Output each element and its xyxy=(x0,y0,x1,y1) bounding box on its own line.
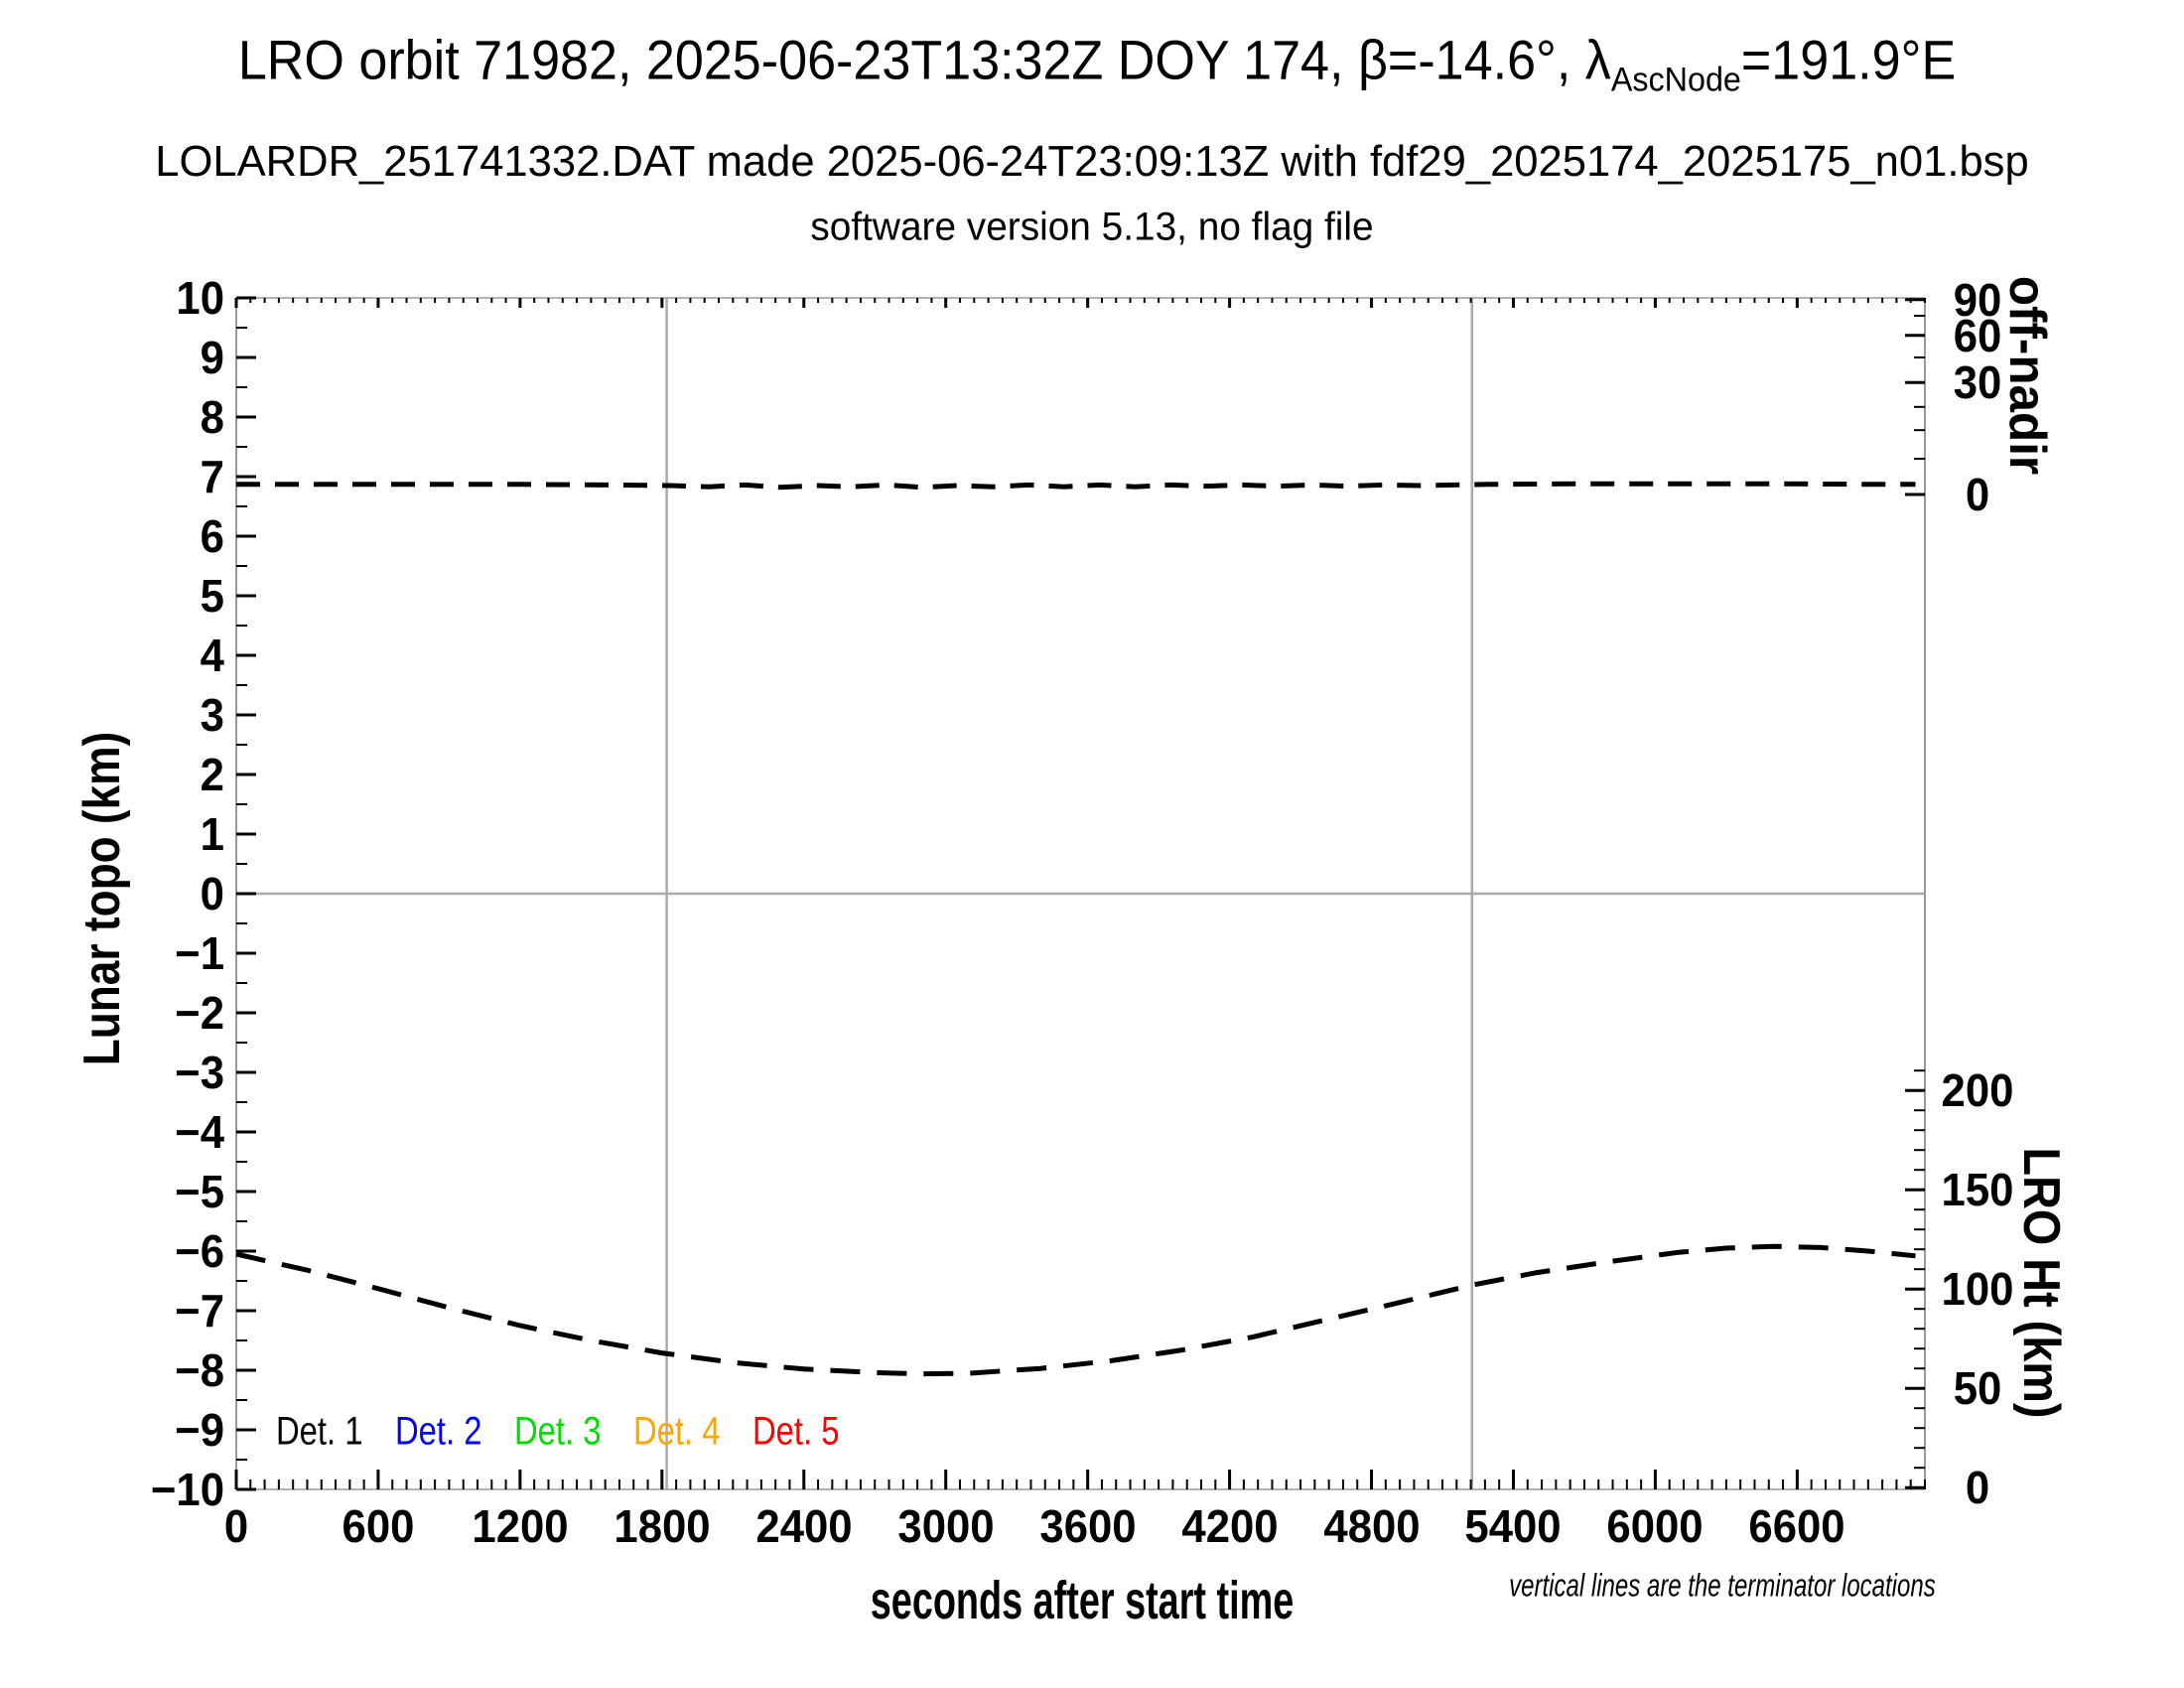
chart-title-subscript: AscNode xyxy=(1610,61,1741,99)
chart-subtitle-version: software version 5.13, no flag file xyxy=(810,205,1374,249)
y-tick-label: 10 xyxy=(176,272,224,324)
y-tick-label: 1 xyxy=(200,808,224,860)
ht-tick-label: 100 xyxy=(1941,1262,2014,1315)
x-tick-label: 3600 xyxy=(1039,1500,1137,1552)
y-tick-label: 2 xyxy=(200,749,224,800)
offnadir-tick-label: 60 xyxy=(1953,309,2002,361)
lro-height-curve xyxy=(235,1243,1916,1377)
x-tick-label: 1800 xyxy=(614,1500,711,1552)
y-tick-label: −4 xyxy=(175,1106,224,1158)
y-tick-label: 0 xyxy=(200,868,224,919)
legend-item: Det. 2 xyxy=(395,1409,482,1454)
x-axis-title: seconds after start time xyxy=(870,1571,1295,1630)
y-tick-label: 6 xyxy=(200,510,224,562)
y-tick-label: 8 xyxy=(200,391,224,443)
x-tick-label: 5400 xyxy=(1464,1500,1563,1552)
x-tick-label: 4200 xyxy=(1180,1500,1279,1552)
y-tick-label: −5 xyxy=(175,1166,224,1217)
chart-title: LRO orbit 71982, 2025-06-23T13:32Z DOY 1… xyxy=(238,27,1956,99)
y-tick-label: −9 xyxy=(175,1404,224,1456)
x-tick-label: 1200 xyxy=(472,1500,569,1552)
terminator-footnote: vertical lines are the terminator locati… xyxy=(1509,1567,1936,1604)
ht-tick-label: 200 xyxy=(1941,1064,2014,1116)
y-tick-label: −2 xyxy=(175,987,224,1039)
x-tick-label: 600 xyxy=(341,1500,415,1552)
chart-title-pre: LRO orbit 71982, 2025-06-23T13:32Z DOY 1… xyxy=(237,28,1611,91)
y-tick-label: 9 xyxy=(200,332,224,383)
chart-subtitle-file: LOLARDR_251741332.DAT made 2025-06-24T23… xyxy=(155,137,2029,186)
offnadir-tick-label: 0 xyxy=(1965,469,1990,520)
legend-item: Det. 5 xyxy=(752,1409,840,1454)
x-tick-label: 4800 xyxy=(1322,1500,1421,1552)
y-axis-title-offnadir: off-nadir xyxy=(1998,275,2056,476)
x-tick-label: 6000 xyxy=(1606,1500,1705,1552)
y-tick-label: 3 xyxy=(200,689,224,741)
ht-tick-label: 150 xyxy=(1941,1164,2014,1216)
y-tick-label: 5 xyxy=(200,570,224,622)
offnadir-tick-label: 90 xyxy=(1953,273,2002,326)
legend-item: Det. 3 xyxy=(514,1409,602,1454)
off-nadir-curve xyxy=(236,481,1916,491)
y-tick-label: −3 xyxy=(175,1047,224,1098)
x-tick-label: 2400 xyxy=(755,1500,853,1552)
chart-title-post: =191.9°E xyxy=(1740,28,1957,91)
offnadir-tick-label: 30 xyxy=(1953,356,2002,409)
ht-tick-label: 0 xyxy=(1965,1462,1990,1514)
x-tick-label: 3000 xyxy=(897,1500,995,1552)
y-tick-label: −6 xyxy=(175,1225,224,1277)
y-axis-title-left: Lunar topo (km) xyxy=(73,731,131,1066)
x-tick-label: 6600 xyxy=(1748,1500,1845,1552)
y-tick-label: 4 xyxy=(200,630,224,681)
x-tick-label: 0 xyxy=(223,1500,249,1552)
y-axis-title-lro-ht: LRO Ht (km) xyxy=(2012,1147,2070,1419)
y-tick-label: −8 xyxy=(175,1344,224,1396)
legend-item: Det. 4 xyxy=(633,1409,721,1454)
y-tick-label: −10 xyxy=(150,1464,224,1515)
y-tick-label: −7 xyxy=(175,1285,224,1336)
ht-tick-label: 50 xyxy=(1953,1362,2002,1414)
legend-item: Det. 1 xyxy=(276,1409,363,1454)
y-tick-label: −1 xyxy=(175,927,224,979)
y-tick-label: 7 xyxy=(200,451,224,502)
